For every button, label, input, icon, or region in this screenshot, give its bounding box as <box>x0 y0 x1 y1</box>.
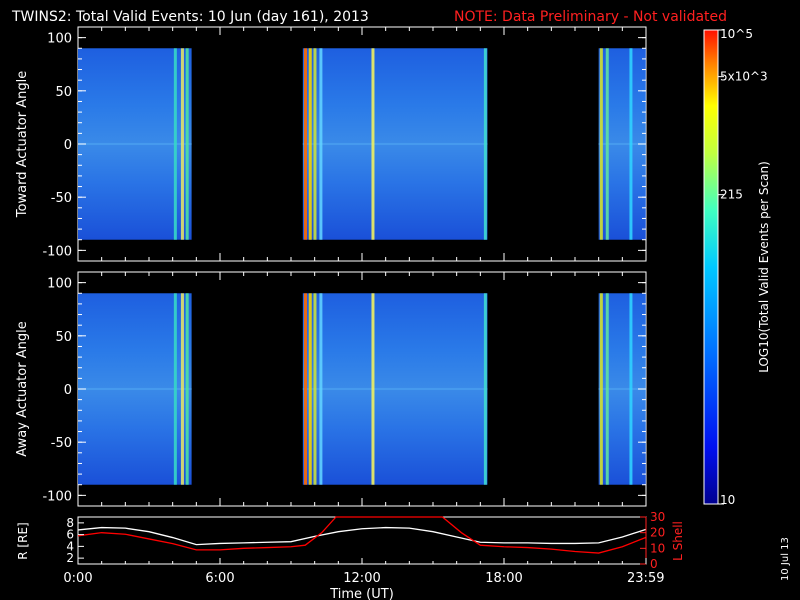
colorbar-label: LOG10(Total Valid Events per Scan) <box>757 161 771 373</box>
bright-band <box>185 293 189 485</box>
y-axis-label: Toward Actuator Angle <box>15 71 30 218</box>
bright-band <box>304 293 308 485</box>
y-tick-label: 50 <box>55 330 72 345</box>
y-tick-label: 50 <box>55 85 72 100</box>
bright-band <box>629 293 633 485</box>
bright-band <box>308 48 312 240</box>
x-tick-label: 0:00 <box>63 571 92 586</box>
series-line <box>77 526 647 546</box>
colorbar: 10 215 5x10^3 10^5 LOG10(Total Valid Events… <box>703 27 771 507</box>
bright-band <box>483 48 487 240</box>
y-axis: 100 50 0 -50 -100 <box>42 27 647 261</box>
bright-band <box>173 293 177 485</box>
orbit-lines <box>77 516 647 554</box>
bright-band <box>180 293 184 485</box>
bright-band <box>605 293 609 485</box>
x-tick-label: 12:00 <box>343 571 380 586</box>
y-axis: 100 50 0 -50 -100 <box>42 272 647 506</box>
lshell-tick-label: 0 <box>650 557 658 571</box>
r-axis-label: R [RE] <box>16 522 30 559</box>
bright-band <box>629 48 633 240</box>
bright-band <box>173 48 177 240</box>
colorbar-tick-label: 10 <box>720 493 735 507</box>
bright-band <box>371 48 375 240</box>
series-line <box>77 516 647 554</box>
colorbar-scale <box>703 29 719 505</box>
bright-band <box>605 48 609 240</box>
bright-band <box>308 293 312 485</box>
panel-toward: 100 50 0 -50 -100 Toward Actuator Angle <box>15 26 647 262</box>
heatmap-data <box>78 293 646 485</box>
bright-band <box>313 48 317 240</box>
y-tick-label: -50 <box>51 436 72 451</box>
lshell-tick-label: 20 <box>650 526 665 540</box>
bright-band <box>483 293 487 485</box>
y-tick-label: -100 <box>42 244 72 259</box>
x-tick-label: 23:59 <box>627 571 664 586</box>
colorbar-tick-label: 10^5 <box>720 27 753 41</box>
y-tick-label: 100 <box>47 277 72 292</box>
date-stamp: 10 Jul 13 <box>780 537 791 581</box>
x-axis-label: Time (UT) <box>329 587 394 600</box>
r-tick-label: 4 <box>66 539 74 553</box>
panel-frame <box>77 516 647 565</box>
colorbar-ticks: 10 215 5x10^3 10^5 <box>718 27 768 507</box>
x-tick-label: 18:00 <box>485 571 522 586</box>
bright-band <box>304 48 308 240</box>
bright-band <box>371 293 375 485</box>
colorbar-tick-label: 215 <box>720 188 743 202</box>
bright-band <box>319 293 323 485</box>
heatmap-data <box>78 48 646 240</box>
bright-band <box>180 48 184 240</box>
bright-band <box>599 48 603 240</box>
r-tick-label: 8 <box>66 516 74 530</box>
lshell-axis-label: L Shell <box>671 521 685 561</box>
bright-band <box>599 293 603 485</box>
lshell-tick-label: 10 <box>650 541 665 555</box>
bright-band <box>185 48 189 240</box>
lshell-tick-label: 30 <box>650 510 665 524</box>
r-tick-label: 2 <box>66 551 74 565</box>
r-tick-label: 6 <box>66 528 74 542</box>
bright-band <box>313 293 317 485</box>
panel-away: 100 50 0 -50 -100 Away Actuator Angle <box>15 271 647 507</box>
y-tick-label: 100 <box>47 32 72 47</box>
preliminary-note: NOTE: Data Preliminary - Not validated <box>454 9 727 25</box>
y-axis-label: Away Actuator Angle <box>15 321 30 456</box>
y-tick-label: 0 <box>64 138 72 153</box>
y-tick-label: -100 <box>42 489 72 504</box>
bright-band <box>319 48 323 240</box>
chart-title: TWINS2: Total Valid Events: 10 Jun (day … <box>11 9 369 25</box>
y-tick-label: -50 <box>51 191 72 206</box>
x-tick-label: 6:00 <box>205 571 234 586</box>
y-tick-label: 0 <box>64 383 72 398</box>
colorbar-tick-label: 5x10^3 <box>720 70 768 84</box>
